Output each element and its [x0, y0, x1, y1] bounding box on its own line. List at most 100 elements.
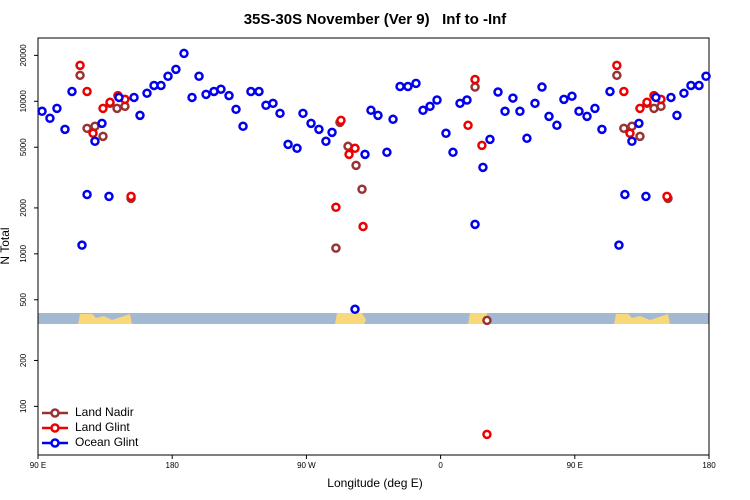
point: [344, 149, 354, 160]
point: [75, 70, 85, 81]
y-tick-label: 200: [19, 353, 28, 367]
point: [701, 71, 711, 81]
point: [478, 162, 488, 173]
y-tick-label: 100: [19, 399, 28, 413]
x-tick-label: 90 W: [297, 461, 316, 470]
point: [679, 88, 689, 98]
point: [544, 111, 554, 122]
point: [187, 92, 197, 103]
point: [135, 110, 145, 121]
point: [530, 98, 540, 109]
point: [82, 123, 92, 134]
y-tick-label: 500: [19, 293, 28, 307]
point: [694, 80, 704, 91]
point: [470, 82, 480, 92]
point: [672, 110, 682, 121]
point: [382, 147, 392, 158]
y-tick-label: 10000: [19, 90, 28, 113]
point: [686, 80, 696, 91]
point: [477, 140, 487, 151]
point: [292, 143, 302, 154]
x-tick-label: 90 E: [30, 461, 46, 470]
x-axis-label: Longitude (deg E): [327, 476, 422, 490]
point: [156, 80, 166, 91]
point: [388, 114, 398, 125]
y-tick-label: 1000: [19, 244, 28, 262]
point: [314, 124, 324, 135]
point: [662, 191, 672, 202]
point: [395, 81, 405, 92]
point: [641, 191, 651, 202]
point: [224, 90, 234, 101]
point: [366, 105, 376, 116]
point: [373, 110, 383, 121]
point: [231, 104, 241, 115]
point: [455, 98, 465, 109]
point: [357, 184, 367, 195]
point: [351, 160, 361, 171]
point: [298, 108, 308, 119]
point: [567, 91, 577, 101]
point: [448, 147, 458, 158]
point: [470, 74, 480, 85]
point: [82, 86, 92, 97]
point: [522, 133, 532, 144]
point: [432, 95, 442, 105]
x-tick-label: 180: [166, 461, 180, 470]
point: [619, 123, 629, 134]
point: [482, 315, 492, 326]
point: [470, 219, 480, 230]
point: [493, 87, 503, 97]
point: [98, 103, 108, 114]
point: [462, 95, 472, 105]
point: [485, 134, 495, 145]
point: [597, 124, 607, 135]
map-strip: [38, 313, 709, 324]
point: [75, 60, 85, 71]
point: [90, 136, 100, 147]
point: [254, 86, 264, 97]
point: [666, 92, 676, 103]
point: [129, 92, 139, 103]
point: [350, 143, 360, 154]
point: [358, 221, 368, 232]
point: [515, 106, 525, 117]
point: [216, 84, 226, 94]
legend-label: Ocean Glint: [75, 435, 139, 449]
point: [582, 111, 592, 122]
plot-frame: [37, 37, 710, 456]
point: [52, 103, 62, 114]
point: [605, 86, 615, 97]
point: [635, 131, 645, 142]
point: [463, 120, 473, 131]
point: [283, 139, 293, 150]
point: [559, 94, 569, 105]
point: [482, 429, 492, 440]
point: [635, 103, 645, 114]
chart-title: 35S-30S November (Ver 9) Inf to -Inf: [244, 11, 508, 28]
point: [574, 106, 584, 117]
point: [114, 92, 124, 103]
point: [77, 240, 87, 250]
y-axis-label: N Total: [0, 227, 12, 264]
point: [238, 121, 248, 132]
point: [614, 240, 624, 250]
point: [163, 71, 173, 81]
legend-marker: [50, 423, 60, 433]
point: [60, 124, 70, 135]
point: [105, 97, 115, 108]
point: [612, 60, 622, 71]
point: [45, 113, 55, 124]
point: [537, 82, 547, 92]
point: [403, 81, 413, 92]
point: [425, 101, 435, 112]
point: [126, 191, 136, 202]
point: [612, 70, 622, 81]
point: [88, 128, 98, 139]
legend-marker: [50, 438, 60, 448]
y-tick-label: 5000: [19, 138, 28, 156]
point: [625, 128, 635, 139]
point: [112, 103, 122, 114]
point: [627, 136, 637, 147]
